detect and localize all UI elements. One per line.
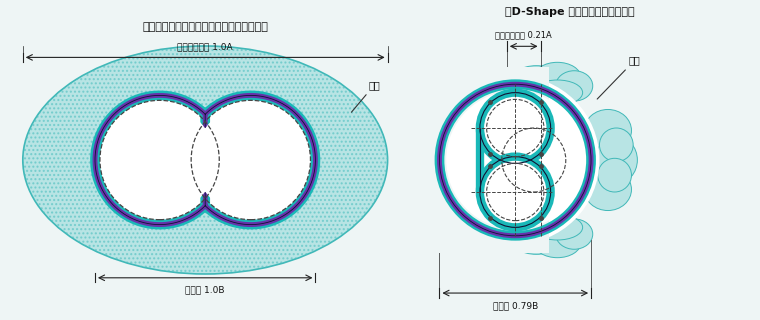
Ellipse shape bbox=[499, 74, 536, 103]
Ellipse shape bbox=[584, 168, 632, 211]
Ellipse shape bbox=[534, 228, 581, 258]
Ellipse shape bbox=[501, 86, 530, 108]
Text: 占用幅 0.79B: 占用幅 0.79B bbox=[492, 301, 538, 310]
Bar bbox=[423, 68, 549, 252]
Text: 凍土: 凍土 bbox=[597, 55, 641, 99]
Text: 凍土: 凍土 bbox=[351, 80, 380, 112]
Ellipse shape bbox=[556, 219, 593, 249]
Text: 占用幅 1.0B: 占用幅 1.0B bbox=[185, 285, 225, 294]
Ellipse shape bbox=[499, 217, 536, 246]
Text: 》D-Shape シールド工法の場合》: 》D-Shape シールド工法の場合》 bbox=[505, 7, 635, 17]
Ellipse shape bbox=[487, 207, 518, 231]
Ellipse shape bbox=[487, 89, 518, 113]
Ellipse shape bbox=[501, 212, 530, 234]
Ellipse shape bbox=[595, 136, 638, 184]
Polygon shape bbox=[95, 95, 315, 225]
Ellipse shape bbox=[600, 128, 633, 162]
Circle shape bbox=[431, 76, 600, 244]
Circle shape bbox=[480, 156, 551, 228]
Ellipse shape bbox=[556, 71, 593, 101]
Circle shape bbox=[446, 91, 584, 229]
Ellipse shape bbox=[509, 66, 563, 100]
Text: 》円形トンネル同士の接続（従来工法）》: 》円形トンネル同士の接続（従来工法）》 bbox=[142, 22, 268, 32]
Ellipse shape bbox=[534, 62, 581, 92]
Text: 切り拡げ範囲 1.0A: 切り拡げ範囲 1.0A bbox=[177, 42, 233, 51]
Text: 切り拡げ範囲 0.21A: 切り拡げ範囲 0.21A bbox=[496, 31, 552, 40]
Ellipse shape bbox=[509, 220, 563, 254]
Ellipse shape bbox=[598, 158, 632, 192]
Ellipse shape bbox=[584, 109, 632, 152]
Circle shape bbox=[480, 92, 551, 164]
Ellipse shape bbox=[532, 80, 583, 105]
Ellipse shape bbox=[532, 215, 583, 240]
Polygon shape bbox=[105, 105, 306, 215]
Ellipse shape bbox=[23, 46, 388, 274]
